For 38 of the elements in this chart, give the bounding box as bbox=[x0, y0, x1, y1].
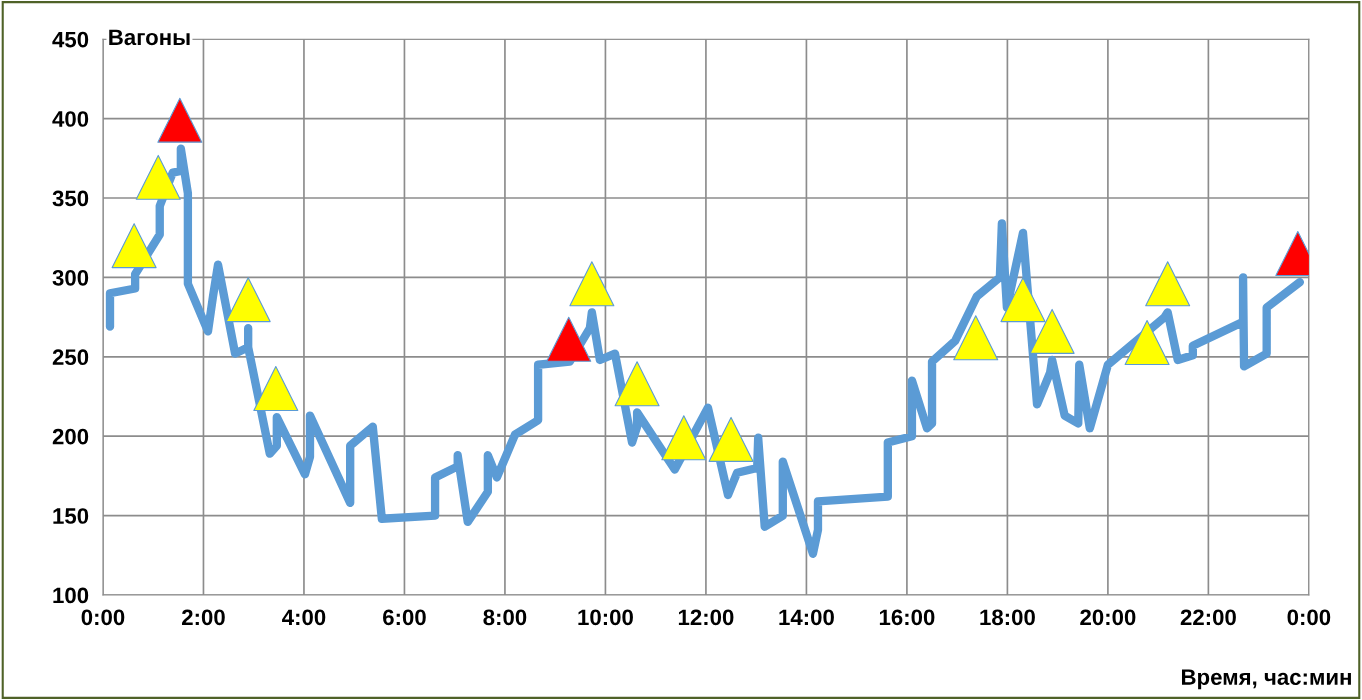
y-tick-label: 150 bbox=[53, 508, 89, 524]
point bbox=[546, 316, 592, 362]
point bbox=[1029, 308, 1075, 354]
point bbox=[614, 361, 660, 407]
x-tick-label: 6:00 bbox=[383, 609, 426, 626]
point bbox=[569, 261, 615, 307]
point bbox=[253, 366, 299, 412]
point bbox=[157, 97, 203, 143]
point bbox=[1145, 261, 1191, 307]
y-tick-label: 250 bbox=[52, 349, 89, 366]
x-tick-label: 0:00 bbox=[81, 609, 125, 626]
point bbox=[1124, 319, 1170, 366]
x-tick-label: 8:00 bbox=[483, 609, 527, 626]
x-tick-label: 16:00 bbox=[879, 609, 935, 626]
point bbox=[135, 154, 181, 200]
y-tick-label: 450 bbox=[52, 31, 89, 48]
point bbox=[708, 416, 754, 462]
x-axis-title: Время, час:мин bbox=[1181, 669, 1351, 690]
x-tick-label: 10:00 bbox=[578, 609, 633, 626]
x-tick-label: 4:00 bbox=[282, 609, 326, 626]
point bbox=[953, 315, 999, 361]
x-tick-label: 22:00 bbox=[1180, 609, 1236, 626]
x-tick-label: 2:00 bbox=[181, 609, 225, 626]
point bbox=[661, 415, 707, 461]
point bbox=[1000, 277, 1046, 323]
x-tick-label: 14:00 bbox=[779, 609, 834, 626]
y-tick-label: 350 bbox=[52, 190, 89, 207]
y-tick-label: 100 bbox=[53, 587, 89, 604]
x-tick-label: 12:00 bbox=[678, 609, 734, 626]
point bbox=[225, 277, 271, 323]
y-axis-title: Вагоны bbox=[109, 29, 190, 46]
x-tick-label: 0:00 bbox=[1287, 609, 1331, 626]
y-tick-label: 200 bbox=[52, 428, 89, 445]
y-tick-label: 300 bbox=[52, 269, 89, 286]
x-tick-label: 20:00 bbox=[1080, 609, 1136, 626]
x-tick-label: 18:00 bbox=[980, 609, 1035, 626]
point bbox=[111, 223, 157, 269]
y-tick-label: 400 bbox=[52, 111, 89, 127]
